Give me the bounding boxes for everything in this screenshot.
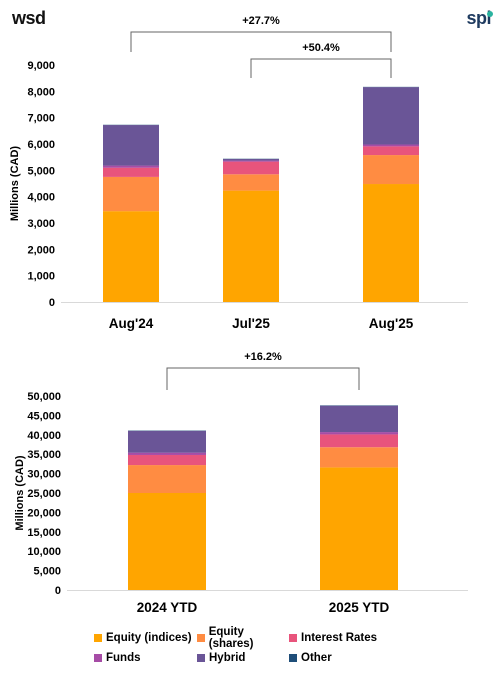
chart2-y-axis-label: Millions (CAD) bbox=[14, 455, 26, 530]
chart1-ytick-label: 8,000 bbox=[27, 86, 55, 98]
chart1-ytick-label: 3,000 bbox=[27, 218, 55, 230]
legend-label-interest-rates: Interest Rates bbox=[301, 632, 378, 644]
chart1-x-tick-label: Aug'25 bbox=[369, 316, 414, 331]
chart1-ytick-label: 7,000 bbox=[27, 113, 55, 125]
chart2-ytick-label: 15,000 bbox=[27, 527, 61, 539]
chart1-ytick-label: 6,000 bbox=[27, 139, 55, 151]
chart2-ytick-label: 5,000 bbox=[33, 566, 61, 578]
legend-swatch-funds bbox=[94, 654, 102, 662]
chart2-ytick-label: 30,000 bbox=[27, 469, 61, 481]
chart1-ytick-label: 2,000 bbox=[27, 244, 55, 256]
legend-row-1: Equity (indices) Equity (shares) Interes… bbox=[94, 626, 434, 650]
chart1-y-axis-label: Millions (CAD) bbox=[9, 146, 21, 221]
chart1-bar-aug-24-equity-shares bbox=[103, 176, 159, 212]
chart1-bar-jul-25-hybrid bbox=[223, 159, 279, 161]
legend-swatch-equity-indices bbox=[94, 634, 102, 642]
legend-label-equity-indices: Equity (indices) bbox=[106, 632, 192, 644]
chart1-bar-jul-25-funds bbox=[223, 160, 279, 162]
chart2-ytick-label: 0 bbox=[55, 585, 61, 597]
chart2-bar-2025-ytd-equity-shares bbox=[320, 447, 398, 468]
legend-row-2: Funds Hybrid Other bbox=[94, 648, 434, 668]
chart1-bar-aug-25-equity-shares bbox=[363, 155, 419, 185]
chart1-growth-bracket bbox=[250, 58, 392, 78]
chart2-x-tick-label: 2024 YTD bbox=[137, 600, 198, 615]
wsd-logo: wsd bbox=[12, 8, 46, 28]
chart1-ytick-label: 0 bbox=[49, 297, 55, 309]
chart1-growth-label: +50.4% bbox=[302, 42, 340, 54]
chart2-ytick-label: 20,000 bbox=[27, 507, 61, 519]
chart1-bar-aug-24-equity-indices bbox=[103, 211, 159, 302]
legend-item-funds: Funds bbox=[94, 652, 197, 664]
spi-logo-dot bbox=[487, 11, 493, 17]
legend-label-funds: Funds bbox=[106, 652, 141, 664]
chart1-growth-label: +27.7% bbox=[242, 15, 280, 27]
chart2-bar-2025-ytd-funds bbox=[320, 432, 398, 435]
legend-label-hybrid: Hybrid bbox=[209, 652, 246, 664]
legend-swatch-hybrid bbox=[197, 654, 205, 662]
chart1-bar-jul-25-equity-indices bbox=[223, 190, 279, 302]
chart2-bar-2024-ytd-equity-indices bbox=[128, 493, 206, 590]
spi-logo: spi bbox=[466, 8, 493, 29]
chart2-ytick-label: 35,000 bbox=[27, 449, 61, 461]
chart1-bar-aug-24-interest-rates bbox=[103, 167, 159, 177]
chart2-bar-2024-ytd-interest-rates bbox=[128, 454, 206, 466]
chart2-bar-2025-ytd-equity-indices bbox=[320, 467, 398, 590]
legend-swatch-other bbox=[289, 654, 297, 662]
chart1-growth-bracket bbox=[130, 31, 392, 52]
legend-label-equity-shares: Equity (shares) bbox=[208, 626, 254, 650]
chart2-growth-bracket bbox=[166, 367, 360, 390]
chart1-bar-aug-25-interest-rates bbox=[363, 146, 419, 156]
chart1-ytick-label: 4,000 bbox=[27, 192, 55, 204]
chart1-bar-jul-25-interest-rates bbox=[223, 161, 279, 175]
legend-swatch-interest-rates bbox=[289, 634, 297, 642]
chart1-x-tick-label: Aug'24 bbox=[109, 316, 154, 331]
legend-item-hybrid: Hybrid bbox=[197, 652, 289, 664]
chart1-bar-aug-24-hybrid bbox=[103, 125, 159, 166]
chart1-ytick-label: 1,000 bbox=[27, 271, 55, 283]
chart2-bar-2025-ytd-hybrid bbox=[320, 405, 398, 433]
chart2-x-tick-label: 2025 YTD bbox=[329, 600, 390, 615]
chart1-bar-aug-25-funds bbox=[363, 144, 419, 147]
legend-swatch-equity-shares bbox=[197, 634, 205, 642]
chart2-ytick-label: 25,000 bbox=[27, 488, 61, 500]
chart1-bar-aug-25-equity-indices bbox=[363, 184, 419, 302]
chart2-ytick-label: 40,000 bbox=[27, 430, 61, 442]
chart1-bar-aug-24-funds bbox=[103, 165, 159, 168]
chart1-x-tick-label: Jul'25 bbox=[232, 316, 270, 331]
chart1-bar-jul-25-equity-shares bbox=[223, 174, 279, 191]
chart2-bar-2024-ytd-hybrid bbox=[128, 430, 206, 453]
spi-logo-text: spi bbox=[466, 8, 491, 28]
chart2-ytick-label: 50,000 bbox=[27, 391, 61, 403]
chart2-bar-2024-ytd-equity-shares bbox=[128, 465, 206, 493]
chart1-ytick-label: 9,000 bbox=[27, 60, 55, 72]
chart2-bar-2025-ytd-interest-rates bbox=[320, 434, 398, 448]
chart2-ytick-label: 45,000 bbox=[27, 410, 61, 422]
chart2-bar-2024-ytd-funds bbox=[128, 452, 206, 455]
chart2-ytick-label: 10,000 bbox=[27, 546, 61, 558]
chart2-growth-label: +16.2% bbox=[244, 351, 282, 363]
legend-label-other: Other bbox=[301, 652, 332, 664]
legend-item-other: Other bbox=[289, 652, 332, 664]
chart1-bar-aug-25-hybrid bbox=[363, 87, 419, 145]
legend-item-equity-shares: Equity (shares) bbox=[197, 626, 289, 650]
legend-item-interest-rates: Interest Rates bbox=[289, 632, 377, 644]
legend-item-equity-indices: Equity (indices) bbox=[94, 632, 197, 644]
chart1-ytick-label: 5,000 bbox=[27, 165, 55, 177]
legend: Equity (indices) Equity (shares) Interes… bbox=[94, 626, 434, 668]
